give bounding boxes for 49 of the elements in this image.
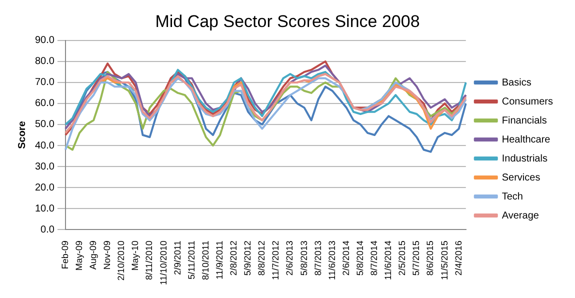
chart-title: Mid Cap Sector Scores Since 2008 [155,12,420,31]
x-tick-label: 5/9/2012 [242,240,253,276]
x-tick-label: 2/10/2010 [116,240,126,281]
x-tick-label: 5/8/2014 [354,240,365,276]
x-tick-label: 5/11/2011 [186,240,196,280]
legend-label: Industrials [502,153,548,164]
x-tick-label: 11/10/2010 [158,240,168,286]
y-tick-label: 80.0 [34,56,55,68]
x-tick-label: 2/6/2014 [340,240,351,276]
y-axis-title: Score [16,120,28,149]
legend-label: Healthcare [502,134,551,146]
x-tick-label: Nov-09 [102,240,112,270]
x-tick-label: May-09 [74,240,84,271]
legend-label: Services [502,172,540,184]
x-tick-label: Feb-09 [60,240,70,270]
y-tick-label: 10.0 [34,203,55,214]
y-tick-label: 60.0 [34,98,55,110]
legend-label: Basics [502,77,532,88]
x-tick-label: 2/6/2013 [284,240,295,276]
x-tick-label: 8/7/2013 [312,240,323,276]
x-tick-label: 2/5/2015 [397,240,408,276]
x-tick-label: 8/11/2010 [144,240,154,280]
legend-label: Financials [502,115,547,126]
x-tick-label: 5/8/2013 [298,240,309,276]
x-tick-label: 8/10/2011 [200,240,210,280]
x-tick-label: 2/4/2016 [453,240,464,276]
x-tick-label: 11/9/2011 [214,240,224,280]
y-tick-label: 30.0 [34,161,55,172]
x-tick-label: 11/7/2012 [270,240,281,280]
y-tick-label: 90.0 [34,35,55,46]
x-tick-label: 5/7/2015 [411,240,422,276]
x-tick-label: 11/6/2013 [326,240,337,280]
x-tick-label: 8/6/2015 [425,240,436,276]
legend-label: Average [502,210,540,222]
y-tick-label: 20.0 [34,182,55,194]
x-tick-label: 2/9/2011 [172,240,182,275]
x-tick-label: 2/8/2012 [228,240,239,276]
x-tick-label: May-10 [130,240,140,271]
y-tick-label: 70.0 [34,77,55,88]
x-tick-label: Aug-09 [88,240,98,270]
y-tick-label: 50.0 [34,119,55,130]
y-tick-label: 40.0 [34,140,55,152]
y-tick-label: 0.0 [40,224,55,236]
x-tick-label: 11/6/2014 [383,240,394,280]
legend-label: Consumers [502,96,554,108]
x-tick-label: 11/5/2015 [439,240,450,280]
legend-label: Tech [502,191,523,202]
x-tick-label: 8/7/2014 [369,240,380,276]
x-tick-label: 8/8/2012 [256,240,267,276]
